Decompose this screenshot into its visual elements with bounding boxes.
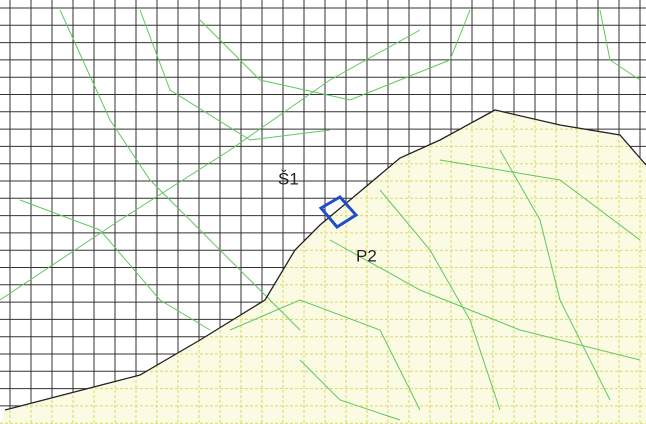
zone-label: Š1	[278, 169, 299, 188]
zone-label: P2	[356, 246, 377, 265]
map: Š1 P2	[0, 0, 646, 424]
